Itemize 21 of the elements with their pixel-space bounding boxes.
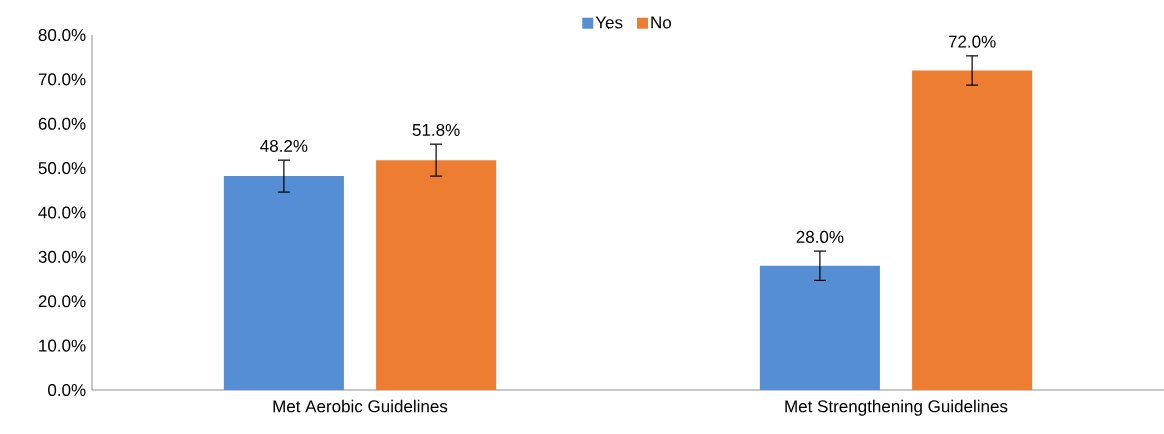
y-tick-label: 30.0%	[38, 250, 86, 263]
x-tick-label: Met Aerobic Guidelines	[273, 399, 448, 413]
y-tick-label: 70.0%	[38, 73, 86, 86]
legend-label: Yes	[595, 16, 623, 29]
bar	[759, 265, 880, 390]
y-tick-label: 40.0%	[38, 206, 86, 219]
y-tick-label: 10.0%	[39, 339, 86, 352]
bar	[223, 176, 344, 390]
y-tick-label: 50.0%	[38, 162, 86, 175]
data-label: 72.0%	[948, 35, 996, 48]
y-tick-label: 80.0%	[38, 28, 86, 42]
data-label: 51.8%	[412, 123, 460, 136]
y-tick-label: 60.0%	[38, 117, 86, 130]
data-label: 48.2%	[260, 139, 308, 152]
y-tick-label: 0.0%	[48, 383, 86, 397]
data-label: 28.0%	[796, 230, 844, 243]
legend-label: No	[651, 16, 672, 29]
bar	[912, 70, 1033, 390]
x-tick-label: Met Strengthening Guidelines	[785, 399, 1008, 416]
bar	[376, 160, 497, 390]
y-tick-label: 20.0%	[38, 295, 86, 308]
